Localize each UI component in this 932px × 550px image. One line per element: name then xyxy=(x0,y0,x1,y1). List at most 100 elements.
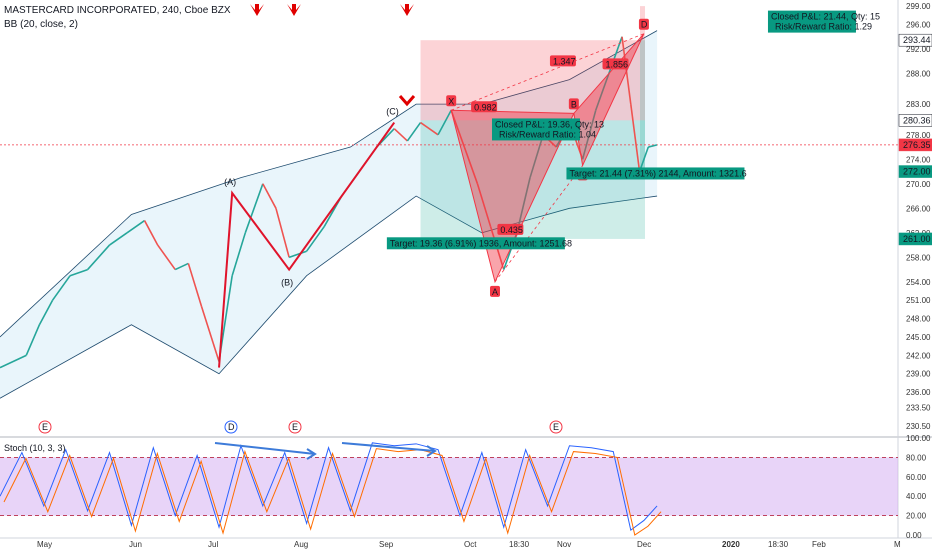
divergence-arrowhead-icon xyxy=(426,445,437,457)
trade-1-target-box xyxy=(386,237,565,250)
earnings-marker-icon xyxy=(288,420,302,434)
event-marker-label: E xyxy=(292,422,298,432)
price-segment xyxy=(69,268,88,277)
price-segment xyxy=(157,244,176,271)
divergence-arrow-line xyxy=(341,442,436,452)
price-segment xyxy=(288,250,307,259)
stoch-k-line xyxy=(0,442,658,532)
price-tick-label: 245.00 xyxy=(906,333,931,342)
price-segment xyxy=(648,144,658,148)
price-tick-label: 242.00 xyxy=(906,351,931,360)
price-tick-label: 248.00 xyxy=(906,315,931,324)
trade-1-target-label: Target: 19.36 (6.91%) 1936, Amount: 1251… xyxy=(390,238,572,248)
price-segment xyxy=(262,183,277,209)
harmonic-point-badge-D xyxy=(638,18,649,30)
price-tick-label: 266.00 xyxy=(906,204,931,213)
harmonic-label-X: X xyxy=(448,96,454,106)
stoch-tick-label: 40.00 xyxy=(906,492,927,501)
price-segment xyxy=(51,275,71,301)
trade-2-risk-reward: Risk/Reward Ratio: 1.29 xyxy=(775,22,872,32)
red-down-arrow-icon xyxy=(250,4,264,16)
price-tick-label: 296.00 xyxy=(906,21,931,30)
divergence-arrow-line xyxy=(214,442,316,455)
event-marker-label: E xyxy=(42,422,48,432)
trade-1-result-box xyxy=(491,118,580,141)
price-tick-label: 230.50 xyxy=(906,422,931,431)
ratio-badge xyxy=(549,55,576,67)
earnings-marker-icon xyxy=(38,420,52,434)
stoch-indicator-label: Stoch (10, 3, 3) xyxy=(4,443,66,453)
red-chevron-icon xyxy=(398,95,416,107)
time-tick-label: 18:30 xyxy=(509,540,530,549)
price-tick-label: 288.00 xyxy=(906,70,931,79)
price-tick-label: 283.00 xyxy=(906,100,931,109)
price-badge-label: 293.44 xyxy=(903,35,931,45)
price-segment xyxy=(187,263,203,307)
price-segment xyxy=(38,299,54,326)
price-segment xyxy=(0,354,27,369)
ratio-badge xyxy=(602,58,629,70)
abc-wave-line xyxy=(218,121,396,368)
time-tick-label: 2020 xyxy=(722,540,740,549)
trade-1-risk-reward: Risk/Reward Ratio: 1.04 xyxy=(499,129,596,139)
red-down-arrow-icon xyxy=(400,4,414,16)
trade-2-reward-zone xyxy=(640,40,645,172)
time-tick-label: Feb xyxy=(812,540,826,549)
ratio-label: 0.982 xyxy=(474,102,497,112)
time-tick-label: Jun xyxy=(129,540,142,549)
price-segment xyxy=(174,262,189,271)
ratio-label: 1.347 xyxy=(553,56,576,66)
price-segment xyxy=(109,232,128,246)
price-segment xyxy=(406,122,422,142)
harmonic-ac-line xyxy=(494,165,583,283)
time-tick-label: Dec xyxy=(637,540,651,549)
price-tick-label: 292.00 xyxy=(906,45,931,54)
price-segment xyxy=(393,128,408,142)
trade-2-closed-pnl: Closed P&L: 21.44, Qty: 15 xyxy=(771,12,880,22)
time-tick-label: Sep xyxy=(379,540,394,549)
harmonic-label-D: D xyxy=(641,20,648,30)
time-tick-label: Nov xyxy=(557,540,571,549)
stoch-tick-label: 60.00 xyxy=(906,473,927,482)
trade-2-result-box xyxy=(767,10,856,33)
price-segment xyxy=(25,324,41,356)
price-segment xyxy=(581,110,597,160)
price-segment xyxy=(629,104,641,172)
stoch-band-fill xyxy=(0,457,898,516)
price-segment xyxy=(529,134,544,178)
harmonic-point-badge-B xyxy=(568,98,579,110)
time-tick-label: Oct xyxy=(464,540,477,549)
price-segment xyxy=(516,177,531,234)
stoch-tick-label: 0.00 xyxy=(906,531,922,540)
harmonic-point-badge-A xyxy=(489,285,500,297)
price-badge-label: 276.35 xyxy=(903,140,931,150)
time-tick-label: Jul xyxy=(208,540,218,549)
dividend-marker-icon xyxy=(224,420,238,434)
price-segment xyxy=(476,183,492,227)
time-tick-label: Aug xyxy=(294,540,308,549)
harmonic-xab-triangle xyxy=(450,109,575,284)
price-tick-label: 233.50 xyxy=(906,403,931,412)
price-badge xyxy=(898,33,932,47)
price-tick-label: 236.00 xyxy=(906,388,931,397)
price-badge-label: 261.00 xyxy=(903,234,931,244)
price-tick-label: 274.00 xyxy=(906,155,931,164)
price-badge-label: 272.00 xyxy=(903,167,931,177)
stoch-tick-label: 20.00 xyxy=(906,512,927,521)
price-badge xyxy=(898,138,932,152)
time-tick-label: May xyxy=(37,540,52,549)
price-segment xyxy=(463,146,479,185)
ratio-badge xyxy=(497,223,524,235)
price-segment xyxy=(305,226,325,252)
harmonic-label-B: (B) xyxy=(281,278,293,288)
bollinger-upper-line xyxy=(0,30,658,338)
time-tick-label: 18:30 xyxy=(768,540,789,549)
price-badge xyxy=(898,232,932,246)
stoch-tick-label: 80.00 xyxy=(906,453,927,462)
harmonic-label-A: (A) xyxy=(224,177,236,187)
price-segment xyxy=(244,183,264,234)
price-segment xyxy=(420,121,439,136)
price-segment xyxy=(594,73,610,111)
trade-1-closed-pnl: Closed P&L: 19.36, Qty: 13 xyxy=(495,119,604,129)
harmonic-xd-line xyxy=(451,33,645,111)
